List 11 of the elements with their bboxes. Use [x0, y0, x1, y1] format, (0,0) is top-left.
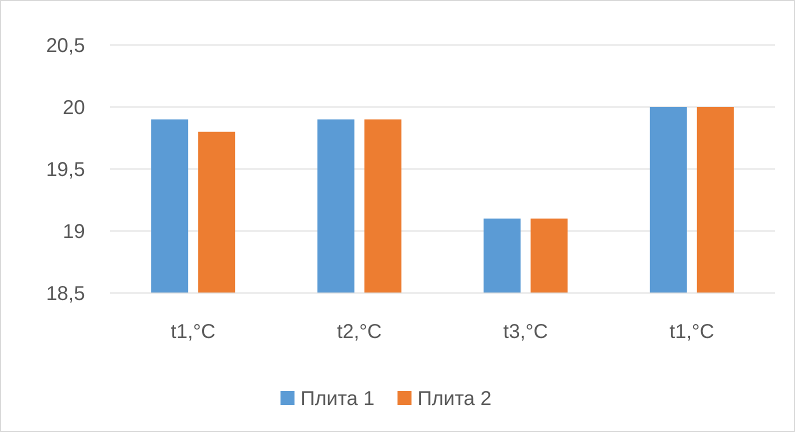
legend-label: Плита 2: [418, 388, 492, 410]
y-tick-label: 19: [62, 221, 85, 243]
y-tick-label: 18,5: [46, 283, 85, 305]
x-tick-label: t2,°C: [337, 321, 382, 343]
y-tick-label: 20: [62, 97, 85, 119]
x-tick-label: t1,°C: [170, 321, 216, 343]
y-tick-label: 20,5: [46, 35, 85, 57]
y-tick-label: 19,5: [46, 159, 85, 181]
x-tick-label: t3,°C: [503, 321, 548, 343]
x-tick-label: t1,°C: [670, 321, 714, 343]
legend-label: Плита 1: [300, 388, 374, 410]
